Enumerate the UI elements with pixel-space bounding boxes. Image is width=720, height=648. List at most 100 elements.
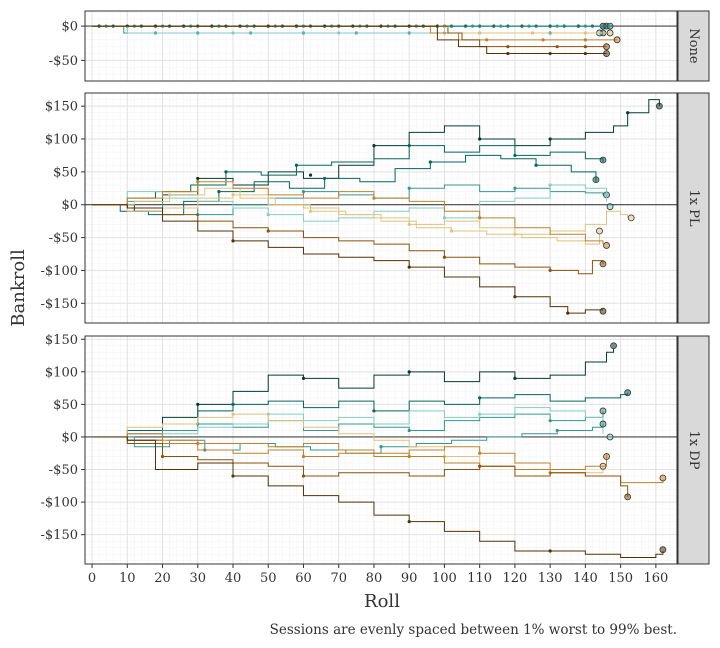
x-tick-label: 10: [119, 571, 136, 586]
series-line: [92, 436, 664, 558]
series-line: [92, 204, 603, 314]
x-tick-label: 40: [225, 571, 242, 586]
series-point: [217, 189, 221, 194]
series-point: [527, 24, 531, 28]
series-end-marker: [599, 307, 607, 315]
series-point: [478, 216, 482, 220]
y-tick-label: $50: [53, 398, 78, 413]
series-point: [301, 189, 306, 194]
series-point: [478, 451, 482, 455]
series-end-marker: [599, 420, 607, 428]
series-point: [555, 45, 559, 49]
series-point: [372, 196, 376, 200]
x-tick-label: 110: [467, 571, 492, 586]
series-point: [478, 464, 482, 468]
series-point: [231, 31, 235, 35]
series-point: [513, 186, 517, 190]
series-6: [92, 193, 635, 236]
series-end-marker: [599, 407, 607, 415]
series-point: [548, 183, 552, 187]
series-point: [407, 454, 411, 459]
y-tick-label: -$50: [49, 231, 78, 246]
x-tick-label: 70: [330, 571, 347, 586]
panel-none: $0 -$50 None: [49, 10, 710, 82]
series-point: [513, 295, 517, 299]
series-point: [231, 474, 235, 478]
facet-strip: [677, 10, 710, 82]
series-point: [224, 170, 228, 174]
x-tick-label: 80: [366, 571, 383, 586]
series-point: [583, 24, 587, 28]
y-tick-label: $0: [61, 430, 78, 445]
series-point: [548, 51, 552, 56]
series-point: [407, 520, 411, 524]
series-point: [323, 176, 327, 181]
series-point: [407, 265, 411, 269]
series-point: [583, 45, 587, 49]
y-tick-label: $0: [61, 20, 78, 35]
series-end-marker: [624, 389, 632, 397]
facet-strip-label: None: [686, 28, 701, 64]
series-end-marker: [655, 102, 663, 110]
series-point: [583, 38, 587, 42]
series-point: [566, 311, 570, 315]
series-point: [548, 137, 552, 141]
series-point: [471, 24, 475, 28]
series-end-marker: [592, 176, 600, 184]
x-tick-label: 120: [502, 571, 527, 586]
series-8: [92, 25, 610, 51]
series-10: [92, 204, 607, 315]
series-point: [499, 24, 503, 28]
series-point: [478, 31, 482, 35]
series-end-marker: [599, 156, 607, 164]
series-point: [308, 209, 313, 213]
series-point: [294, 163, 299, 167]
y-tick-label: -$50: [49, 54, 78, 69]
series-point: [407, 143, 411, 148]
x-tick-label: 60: [295, 571, 312, 586]
y-tick-label: -$50: [49, 463, 78, 478]
x-tick-label: 130: [538, 571, 563, 586]
series-point: [196, 180, 200, 184]
series-point: [231, 239, 235, 243]
series-9: [92, 204, 607, 275]
caption: Sessions are evenly spaced between 1% wo…: [270, 622, 677, 638]
y-tick-label: -$150: [41, 297, 78, 312]
series-point: [301, 376, 306, 380]
series-point: [337, 31, 341, 35]
series-point: [548, 549, 552, 553]
series-point: [266, 212, 270, 217]
facet-strip-label: 1x DP: [686, 431, 701, 470]
series-10: [92, 436, 667, 558]
series-line: [92, 181, 604, 245]
series-line: [92, 25, 607, 55]
series-point: [478, 412, 482, 416]
facet-strip-label: 1x PL: [686, 189, 701, 226]
series-point: [555, 428, 559, 433]
series-point: [626, 111, 630, 115]
series-line: [92, 194, 629, 235]
y-tick-label: -$100: [41, 264, 78, 279]
series-end-marker: [606, 433, 614, 441]
series-end-marker: [596, 227, 603, 235]
y-axis-label: Bankroll: [8, 249, 29, 327]
series-line: [92, 25, 607, 48]
y-tick-label: $50: [53, 165, 78, 180]
facet-strip: [677, 92, 710, 324]
series-point: [196, 441, 200, 446]
y-tick-label: $150: [45, 333, 78, 348]
series-point: [266, 229, 270, 233]
series-point: [196, 402, 200, 406]
series-point: [442, 255, 447, 259]
x-tick-label: 20: [154, 571, 171, 586]
series-point: [372, 143, 376, 148]
x-axis-label: Roll: [364, 591, 400, 612]
series-point: [583, 51, 587, 56]
series-end-marker: [603, 453, 610, 460]
panel-border: [84, 92, 678, 324]
y-tick-label: $100: [45, 365, 78, 380]
series-end-marker: [599, 260, 607, 268]
series-point: [478, 137, 482, 141]
series-end-marker: [659, 474, 667, 482]
